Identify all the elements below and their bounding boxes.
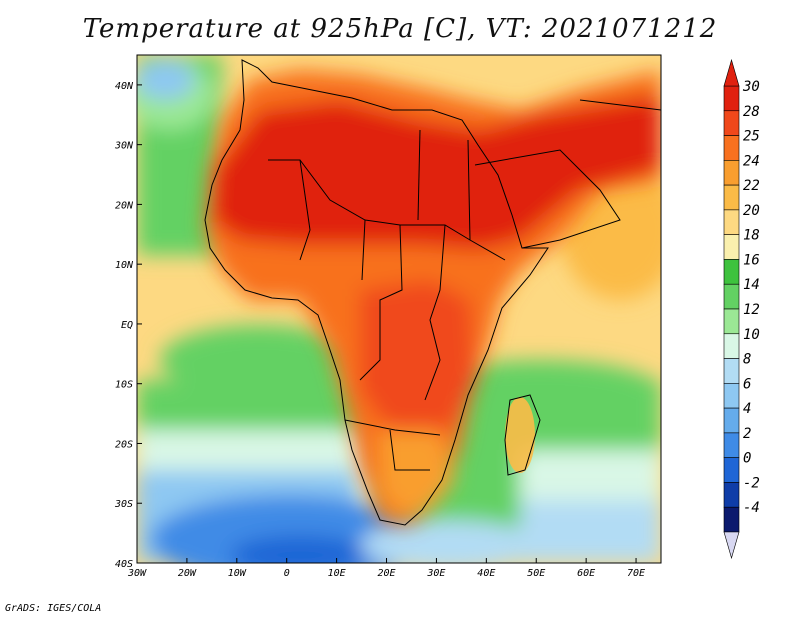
x-tick-label: 60E xyxy=(577,568,595,579)
x-axis: 30W 20W 10W 0 10E 20E 30E 40E 50E 60E 70E xyxy=(127,558,645,579)
colorbar-label: 25 xyxy=(743,129,760,145)
colorbar-label: 10 xyxy=(743,327,760,343)
y-tick-label: 20S xyxy=(115,439,133,450)
colorbar-segment xyxy=(723,333,740,359)
colorbar-label: 4 xyxy=(743,401,751,417)
x-tick-label: 30W xyxy=(127,568,147,579)
y-tick-label: 30S xyxy=(114,499,133,510)
colorbar-label: 6 xyxy=(743,376,751,392)
y-tick-label: 30N xyxy=(114,141,134,152)
colorbar-segment xyxy=(723,234,740,260)
y-tick-label: 10S xyxy=(115,380,133,391)
x-tick-label: 20W xyxy=(178,568,197,579)
colorbar-top-triangle xyxy=(723,58,740,87)
y-tick-label: 10N xyxy=(115,260,134,271)
colorbar-label: 30 xyxy=(742,79,760,95)
colorbar-segment xyxy=(723,308,740,335)
colorbar-label: 16 xyxy=(743,252,760,268)
temperature-field xyxy=(137,55,661,563)
plot-frame xyxy=(136,54,662,564)
y-tick-label: EQ xyxy=(121,320,133,331)
colorbar-segment xyxy=(723,110,740,136)
colorbar-segment xyxy=(723,383,740,409)
colorbar-label: -2 xyxy=(743,475,760,491)
x-tick-label: 10E xyxy=(328,568,346,579)
colorbar-segment xyxy=(723,358,740,384)
colorbar-label: -4 xyxy=(743,500,760,516)
colorbar-segment xyxy=(723,85,740,112)
colorbar-bottom-triangle xyxy=(723,531,740,560)
colorbar-segment xyxy=(723,407,740,434)
colorbar-label: 0 xyxy=(743,451,751,467)
x-tick-label: 40E xyxy=(477,568,495,579)
y-tick-label: 20N xyxy=(115,200,134,211)
colorbar-label: 22 xyxy=(743,178,760,194)
colorbar-label: 18 xyxy=(743,228,760,244)
x-tick-label: 0 xyxy=(284,568,290,579)
colorbar-segment xyxy=(723,184,740,211)
colorbar-segment xyxy=(723,209,740,235)
y-tick-label: 40S xyxy=(115,559,133,570)
colorbar-segment xyxy=(723,482,740,508)
x-tick-label: 10W xyxy=(228,568,247,579)
colorbar-label: 12 xyxy=(743,302,760,318)
colorbar-label: 24 xyxy=(743,153,760,169)
colorbar-label: 14 xyxy=(743,277,760,293)
colorbar-label: 2 xyxy=(743,426,751,442)
colorbar-segment xyxy=(723,259,740,285)
x-tick-label: 30E xyxy=(426,568,445,579)
x-tick-label: 20E xyxy=(377,568,395,579)
colorbar-segment xyxy=(723,432,740,458)
y-axis: 40N 30N 20N 10N EQ 10S 20S 30S 40S xyxy=(114,81,142,570)
colorbar-segment xyxy=(723,160,740,186)
colorbar-label: 20 xyxy=(743,203,760,219)
colorbar-segment xyxy=(723,457,740,483)
colorbar-segment xyxy=(723,135,740,161)
map-title: Temperature at 925hPa [C], VT: 202107121… xyxy=(82,14,718,44)
colorbar-segment xyxy=(723,283,740,310)
credit-text: GrADS: IGES/COLA xyxy=(5,603,102,614)
x-tick-label: 50E xyxy=(527,568,545,579)
colorbar-label: 28 xyxy=(743,104,760,120)
colorbar-label: 8 xyxy=(743,352,751,368)
x-tick-label: 70E xyxy=(627,568,645,579)
y-tick-label: 40N xyxy=(115,81,134,92)
colorbar-segment xyxy=(723,506,740,533)
